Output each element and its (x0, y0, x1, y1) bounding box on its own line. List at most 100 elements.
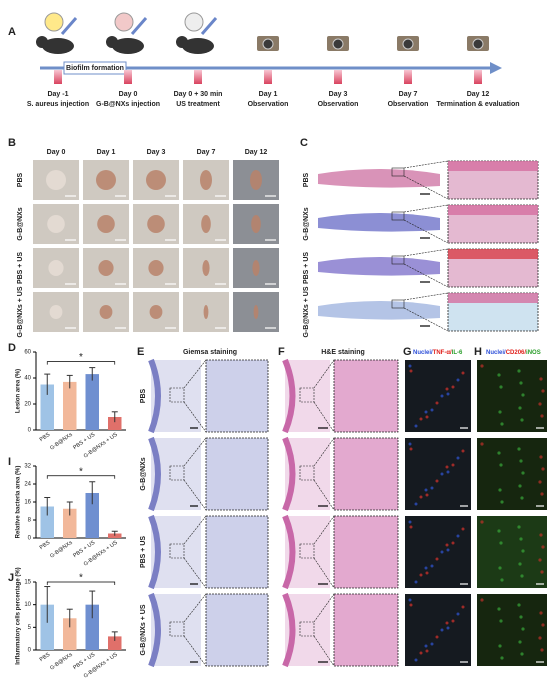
bar (85, 604, 99, 650)
row-label: PBS + US (303, 252, 310, 284)
bar (40, 384, 54, 430)
timeline-day: Day 3 (329, 91, 348, 98)
cell-signal (480, 598, 484, 602)
cell-signal (518, 640, 522, 644)
bar (40, 604, 54, 650)
zoom-guide (403, 160, 449, 169)
cell-signal (414, 580, 418, 584)
y-tick-label: 0 (28, 536, 32, 542)
cell-signal (435, 635, 439, 639)
cell-signal (500, 656, 504, 660)
cell-signal (519, 381, 523, 385)
zoom-region (391, 167, 405, 177)
bar (85, 374, 99, 430)
cell-signal (517, 603, 521, 607)
zoom-guide (313, 437, 335, 467)
significance-mark: * (79, 573, 83, 584)
banner: Biofilm formation (66, 65, 124, 72)
fluorescence-image (405, 360, 471, 432)
wound (48, 260, 64, 276)
cell-signal (445, 621, 449, 625)
cell-signal (519, 537, 523, 541)
cell-signal (414, 424, 418, 428)
cell-signal (419, 495, 423, 499)
timeline-day: Day 1 (259, 91, 278, 98)
significance-bracket (46, 475, 116, 479)
y-axis-label: Inflammatory cells percentage (%) (16, 567, 22, 664)
cell-signal (480, 364, 484, 368)
title-part: TNF-α/ (433, 350, 452, 356)
cell-signal (538, 402, 542, 406)
zoom-region (169, 621, 185, 637)
syringe-icon (200, 17, 218, 35)
time-marker (474, 70, 482, 84)
wound (200, 170, 212, 190)
bar (63, 618, 77, 650)
tissue-edge (282, 514, 296, 590)
panel-label: A (8, 26, 16, 38)
row-label: PBS (303, 172, 310, 187)
cell-signal (435, 557, 439, 561)
cell-signal (430, 564, 434, 568)
zoom-guide (183, 635, 207, 667)
cell-signal (520, 418, 524, 422)
zoom-guide (183, 479, 207, 511)
cell-signal (425, 571, 429, 575)
title-part: Nuclei/ (486, 350, 506, 356)
panel-label: F (278, 346, 285, 358)
row-label: G-B@NXs + US (140, 604, 147, 655)
camera-lens (402, 38, 414, 50)
zoom-region (391, 255, 405, 265)
mouse-head (176, 36, 188, 48)
cell-signal (540, 492, 544, 496)
wound (49, 305, 63, 319)
cell-signal (541, 545, 545, 549)
wound (253, 305, 259, 319)
cell-signal (408, 598, 412, 602)
y-tick-label: 24 (24, 482, 31, 488)
cell-signal (440, 550, 444, 554)
row-label: G-B@NXs (17, 207, 24, 240)
cell-signal (424, 644, 428, 648)
row-label: G-B@NXs + US (17, 286, 24, 337)
wound (147, 215, 165, 233)
panel-label: H (474, 346, 482, 358)
injection-icon (114, 12, 134, 32)
fluorescence-image (477, 594, 547, 666)
zoom-image (205, 515, 269, 589)
cell-signal (498, 644, 502, 648)
y-tick-label: 60 (24, 350, 31, 356)
row-label: G-B@NXs (140, 457, 147, 490)
cell-signal (538, 636, 542, 640)
wound (251, 215, 261, 233)
cell-signal (451, 463, 455, 467)
wound (146, 170, 166, 190)
x-tick-label: PBS (39, 652, 52, 663)
time-marker (194, 70, 202, 84)
zoom-guide (183, 557, 207, 589)
wound (250, 170, 262, 190)
cell-signal (538, 480, 542, 484)
tissue-section (318, 169, 440, 188)
tissue-edge (148, 436, 161, 512)
tissue-edge (148, 514, 161, 590)
cell-signal (520, 574, 524, 578)
fluorescence-image (477, 438, 547, 510)
cell-signal (440, 394, 444, 398)
cell-signal (499, 619, 503, 623)
cell-signal (500, 578, 504, 582)
timeline-event: G-B@NXs injection (96, 101, 160, 108)
cell-signal (540, 648, 544, 652)
panel-label: J (8, 572, 14, 584)
cell-signal (521, 627, 525, 631)
cell-signal (419, 573, 423, 577)
bar (108, 636, 122, 650)
bar (63, 381, 77, 430)
zoom-guide (183, 401, 207, 433)
panel-label: G (403, 346, 412, 358)
zoom-guide (313, 401, 335, 433)
y-tick-label: 5 (28, 625, 32, 631)
y-axis-label: Lesion area (%) (16, 369, 22, 413)
time-marker (404, 70, 412, 84)
zoom-guide (313, 479, 335, 511)
